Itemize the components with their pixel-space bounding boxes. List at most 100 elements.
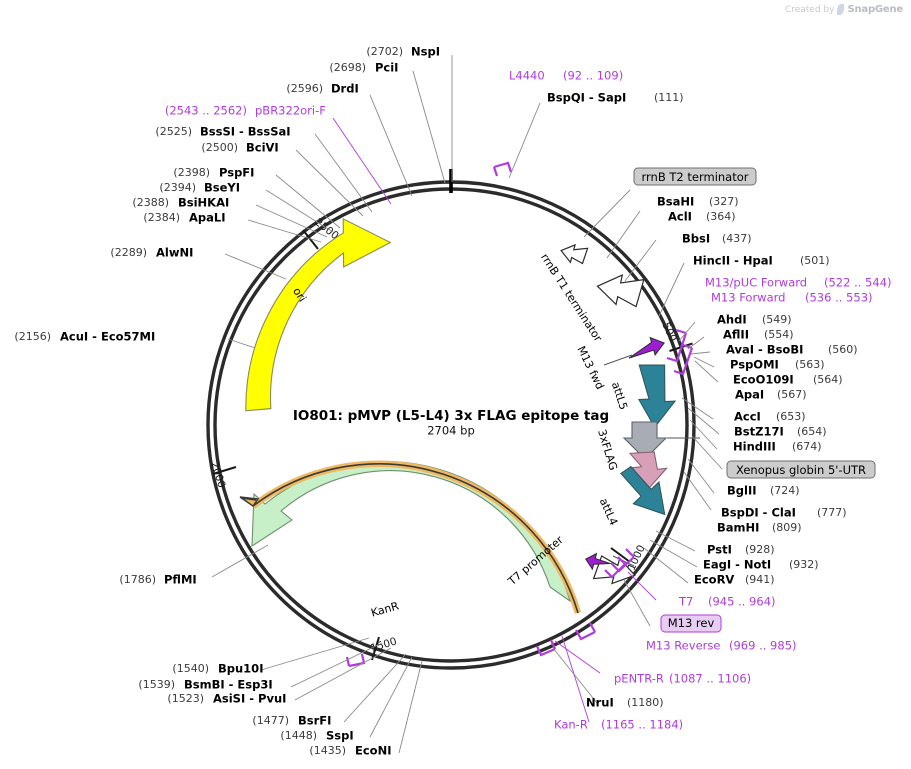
label-apai: ApaI (567)	[735, 388, 807, 402]
svg-text:BspDI - ClaI: BspDI - ClaI	[721, 506, 796, 520]
svg-text:NspI: NspI	[411, 45, 440, 59]
label-hindiii: HindIII (674)	[733, 440, 822, 454]
label-bamhi: BamHI (809)	[717, 521, 802, 535]
label-bspdi-clai: BspDI - ClaI (777)	[721, 506, 847, 520]
feature-label-3xflag: 3xFLAG	[595, 428, 620, 472]
svg-text:BbsI: BbsI	[682, 232, 710, 246]
svg-text:BglII: BglII	[727, 484, 757, 498]
svg-text:(674): (674)	[792, 440, 822, 453]
svg-text:(1180): (1180)	[627, 696, 664, 709]
svg-text:(2388): (2388)	[132, 196, 169, 209]
label-bbsi: BbsI (437)	[682, 232, 752, 246]
svg-text:(2543 .. 2562): (2543 .. 2562)	[165, 104, 247, 118]
svg-text:(2394): (2394)	[159, 181, 196, 194]
svg-text:EcoO109I: EcoO109I	[733, 373, 794, 387]
svg-text:PstI: PstI	[707, 543, 732, 557]
svg-text:AvaI - BsoBI: AvaI - BsoBI	[726, 343, 803, 357]
svg-text:BstZ17I: BstZ17I	[734, 425, 784, 439]
label-alwni: (2289) AlwNI	[110, 246, 193, 260]
label-bsmbi-esp3i: (1539) BsmBI - Esp3I	[138, 678, 272, 692]
svg-text:BsrFI: BsrFI	[298, 714, 331, 728]
label-avai-bsobi: AvaI - BsoBI (560)	[726, 343, 858, 357]
label-psti: PstI (928)	[707, 543, 775, 557]
label-pentr-r: pENTR-R (1087 .. 1106)	[614, 672, 751, 686]
feature-label-kanr: KanR	[369, 599, 400, 619]
svg-text:AcuI - Eco57MI: AcuI - Eco57MI	[60, 330, 155, 344]
svg-text:BsaHI: BsaHI	[657, 195, 694, 209]
svg-text:BseYI: BseYI	[204, 181, 240, 195]
svg-text:(2289): (2289)	[110, 246, 147, 259]
svg-text:(563): (563)	[795, 358, 825, 371]
svg-text:AsiSI - PvuI: AsiSI - PvuI	[213, 692, 286, 706]
label-bsssi-bsssai: (2525) BssSI - BssSaI	[155, 125, 290, 139]
svg-text:EcoNI: EcoNI	[355, 744, 391, 758]
svg-text:(2398): (2398)	[173, 166, 210, 179]
svg-text:AclI: AclI	[668, 210, 692, 224]
label-aflii: AflII (554)	[723, 328, 794, 342]
svg-text:(945 .. 964): (945 .. 964)	[708, 595, 776, 609]
plasmid-title: IO801: pMVP (L5-L4) 3x FLAG epitope tag	[293, 408, 609, 424]
svg-text:Bpu10I: Bpu10I	[218, 662, 263, 676]
label-apali: (2384) ApaLI	[143, 211, 225, 225]
svg-text:EagI - NotI: EagI - NotI	[703, 558, 771, 572]
label-nspi: (2702) NspI	[366, 45, 440, 59]
label-eagi-noti: EagI - NotI (932)	[703, 558, 819, 572]
svg-text:(560): (560)	[828, 343, 858, 356]
svg-text:PflMI: PflMI	[164, 573, 197, 587]
primer-marks	[345, 161, 694, 668]
svg-text:M13/pUC Forward: M13/pUC Forward	[705, 276, 807, 290]
label-t7-primer: T7 (945 .. 964)	[678, 595, 776, 609]
svg-text:T7: T7	[678, 595, 693, 609]
feature-kanr-promoter	[239, 460, 582, 614]
svg-text:(1539): (1539)	[138, 678, 175, 691]
label-bsrfi: (1477) BsrFI	[252, 714, 331, 728]
svg-text:rrnB T2 terminator: rrnB T2 terminator	[642, 170, 749, 184]
svg-text:BsiHKAI: BsiHKAI	[178, 196, 229, 210]
label-econi: (1435) EcoNI	[309, 744, 391, 758]
label-acci: AccI (653)	[734, 410, 806, 424]
left-label-group: (2702) NspI (2698) PciI (2596) DrdI (254…	[14, 45, 440, 758]
svg-text:(364): (364)	[706, 210, 736, 223]
feature-kanr: KanR	[251, 461, 571, 620]
svg-text:BspQI - SapI: BspQI - SapI	[547, 91, 626, 105]
svg-text:(928): (928)	[745, 543, 775, 556]
label-nrui: NruI (1180)	[586, 696, 664, 710]
svg-text:(567): (567)	[777, 388, 807, 401]
feature-gray-arrow	[622, 421, 700, 460]
svg-text:(1435): (1435)	[309, 744, 346, 757]
label-pspomi: PspOMI (563)	[730, 358, 825, 372]
right-label-group: L4440 (92 .. 109) BspQI - SapI (111) Bsa…	[509, 69, 892, 732]
label-pspfi: (2398) PspFI	[173, 166, 254, 180]
label-m13-reverse: M13 Reverse (969 .. 985)	[646, 639, 797, 653]
label-bsahi: BsaHI (327)	[657, 195, 739, 209]
label-bsihkai: (2388) BsiHKAI	[132, 196, 229, 210]
feature-label-rrnb-t1-terminator: rrnB T1 terminator	[538, 251, 605, 344]
svg-text:(2702): (2702)	[366, 45, 403, 58]
svg-text:(809): (809)	[772, 521, 802, 534]
svg-text:AflII: AflII	[723, 328, 749, 342]
svg-text:Kan-R: Kan-R	[554, 718, 588, 732]
svg-text:pBR322ori-F: pBR322ori-F	[255, 104, 326, 118]
svg-text:BssSI - BssSaI: BssSI - BssSaI	[200, 125, 291, 139]
svg-text:(327): (327)	[709, 195, 739, 208]
label-bspqi-sapi: BspQI - SapI (111)	[547, 91, 684, 105]
svg-text:(654): (654)	[797, 425, 827, 438]
svg-text:(536 .. 553): (536 .. 553)	[805, 291, 873, 305]
label-bcivi: (2500) BciVI	[201, 141, 278, 155]
watermark-brand: SnapGene	[847, 4, 903, 15]
label-hincii-hpai: HincII - HpaI (501)	[693, 254, 830, 268]
boxed-label-m13-rev: M13 rev	[660, 614, 722, 633]
label-pbr322ori-f: (2543 .. 2562) pBR322ori-F	[165, 104, 326, 118]
svg-text:HindIII: HindIII	[733, 440, 776, 454]
watermark-prefix: Created by	[784, 4, 835, 15]
svg-text:M13 rev: M13 rev	[668, 616, 715, 630]
boxed-label-rrnb-t2-terminator: rrnB T2 terminator	[633, 167, 757, 186]
svg-text:BciVI: BciVI	[246, 141, 279, 155]
svg-text:ApaI: ApaI	[735, 388, 764, 402]
svg-text:(2596): (2596)	[286, 82, 323, 95]
svg-text:M13 Forward: M13 Forward	[711, 291, 785, 305]
label-m13-forward: M13 Forward (536 .. 553)	[711, 291, 873, 305]
svg-text:(554): (554)	[764, 328, 794, 341]
svg-text:(2500): (2500)	[201, 141, 238, 154]
